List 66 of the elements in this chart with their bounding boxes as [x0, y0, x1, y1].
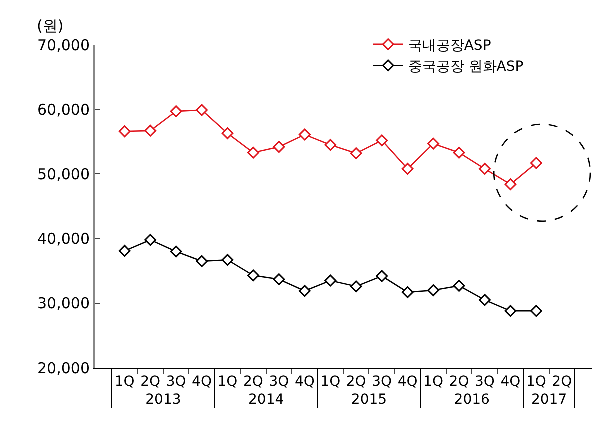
x-tick-label: 4Q — [294, 374, 315, 390]
x-tick-label: 3Q — [269, 374, 290, 390]
y-tick-label: 40,000 — [38, 230, 90, 248]
text: 2014 — [248, 392, 284, 408]
y-axis-title: (원) — [37, 17, 64, 35]
x-tick-label: 3Q — [166, 374, 186, 390]
text: 2017 — [531, 392, 568, 408]
x-tick-label: 2Q — [449, 374, 470, 390]
legend-label: 국내공장ASP — [408, 38, 492, 54]
point — [170, 246, 182, 258]
x-tick-label: 4Q — [500, 374, 521, 390]
y-tick-label: 50,000 — [38, 165, 90, 184]
y-tick-label: 20,000 — [38, 359, 90, 378]
point — [504, 178, 517, 190]
x-tick-label: 2Q — [244, 374, 264, 390]
y-tick-label: 60,000 — [38, 100, 90, 119]
x-tick-label: 1Q — [218, 374, 238, 390]
x-tick-label: 4Q — [192, 374, 212, 390]
x-tick-label: 1Q — [424, 374, 444, 390]
legend-label: 중국공장 원화ASP — [408, 59, 524, 76]
point — [196, 104, 208, 116]
point — [376, 134, 388, 147]
x-tick-label: 1Q — [320, 374, 341, 390]
point — [453, 146, 466, 159]
point — [479, 163, 491, 175]
point — [324, 274, 337, 287]
point — [530, 157, 542, 170]
x-tick-label: 1Q — [114, 374, 135, 390]
y-tick-label: 70,000 — [38, 36, 90, 54]
point — [402, 163, 414, 175]
point — [170, 106, 182, 118]
point — [118, 126, 131, 138]
point — [118, 245, 131, 258]
point — [196, 255, 208, 268]
point — [222, 254, 234, 266]
point — [222, 128, 234, 140]
point — [428, 138, 440, 150]
point — [402, 286, 414, 298]
point — [350, 148, 362, 160]
point — [479, 294, 491, 306]
x-tick-label: 3Q — [372, 374, 392, 390]
y-tick-label: 30,000 — [38, 294, 90, 313]
point — [248, 270, 260, 282]
x-tick-label: 3Q — [475, 374, 495, 390]
point — [530, 305, 542, 318]
point — [144, 234, 157, 246]
x-tick-label: 2Q — [552, 374, 572, 390]
x-tick-label: 4Q — [398, 374, 418, 390]
point — [248, 146, 260, 159]
point — [298, 285, 311, 298]
point — [144, 124, 157, 137]
x-tick-label: 2Q — [140, 374, 161, 390]
x-tick-label: 1Q — [526, 374, 546, 390]
x-tick-label: 2Q — [346, 374, 366, 390]
point — [324, 139, 337, 152]
point — [504, 305, 517, 318]
point — [273, 274, 286, 286]
text: 2016 — [454, 392, 490, 408]
point — [350, 280, 362, 293]
point — [298, 128, 311, 141]
point — [376, 270, 388, 282]
point — [273, 141, 286, 154]
text: 2015 — [351, 392, 388, 408]
text: 2013 — [146, 392, 182, 408]
point — [453, 280, 466, 292]
point — [428, 284, 440, 296]
